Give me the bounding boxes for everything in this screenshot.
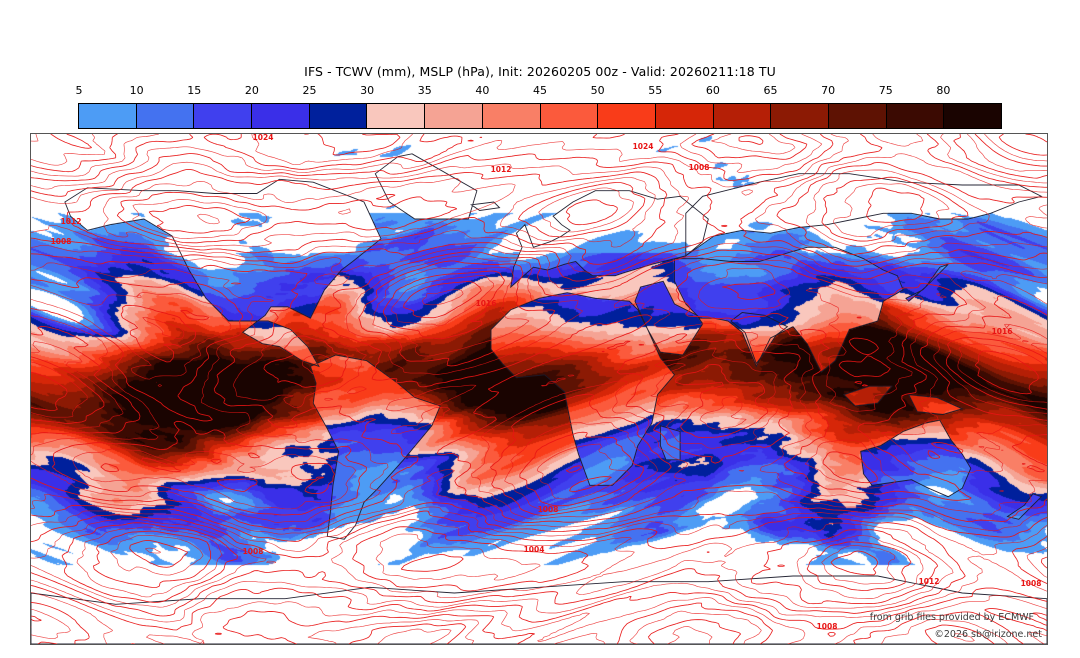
colorbar: 5 10 15 20 25 30 35 40 45 50 55 60 65 70 75 80 bbox=[75, 84, 1002, 129]
colorbar-cell bbox=[309, 104, 368, 128]
coastline-path bbox=[31, 153, 1047, 644]
contour-label: 1016 bbox=[476, 299, 497, 308]
colorbar-cell bbox=[425, 104, 483, 128]
colorbar-cell bbox=[771, 104, 829, 128]
contour-label: 1008 bbox=[538, 505, 559, 514]
colorbar-cell bbox=[598, 104, 656, 128]
mslp-isobar bbox=[31, 134, 1047, 644]
contour-label: 1012 bbox=[61, 217, 82, 226]
colorbar-cell bbox=[655, 104, 714, 128]
colorbar-cell bbox=[136, 104, 195, 128]
contour-label: 1008 bbox=[817, 622, 838, 631]
contour-label: 1016 bbox=[992, 327, 1013, 336]
colorbar-tick-label: 55 bbox=[648, 84, 663, 97]
mslp-isobar bbox=[129, 540, 879, 576]
colorbar-tick-label: 25 bbox=[302, 84, 317, 97]
colorbar-cell bbox=[79, 104, 137, 128]
colorbar-cell bbox=[194, 104, 253, 128]
colorbar-cell bbox=[886, 104, 945, 128]
colorbar-cell bbox=[828, 104, 887, 128]
mslp-isobar bbox=[92, 187, 925, 591]
mslp-isobar bbox=[403, 281, 612, 492]
mslp-isobar bbox=[31, 134, 1047, 644]
contour-label: 1008 bbox=[1021, 579, 1042, 588]
colorbar-tick-label: 70 bbox=[821, 84, 836, 97]
colorbar-tick-label: 10 bbox=[129, 84, 144, 97]
colorbar-tick-label: 40 bbox=[475, 84, 490, 97]
colorbar-swatches bbox=[78, 103, 1002, 129]
mslp-isobar bbox=[50, 134, 1047, 507]
colorbar-cell bbox=[367, 104, 426, 128]
mslp-isobar bbox=[31, 169, 1047, 609]
contour-label: 1024 bbox=[633, 142, 654, 151]
colorbar-tick-label: 30 bbox=[360, 84, 375, 97]
colorbar-tick-label: 20 bbox=[244, 84, 259, 97]
credit-source: from grib files provided by ECMWF bbox=[869, 612, 1034, 623]
contour-label: 1008 bbox=[243, 547, 264, 556]
colorbar-tick-label: 60 bbox=[705, 84, 720, 97]
colorbar-tick-labels: 5 10 15 20 25 30 35 40 45 50 55 60 65 70 75 80 bbox=[75, 84, 1002, 101]
colorbar-cell bbox=[540, 104, 599, 128]
map-panel[interactable]: 1024 1024 1008 1012 1008 1012 1016 1008 1004 1008… bbox=[30, 133, 1048, 645]
mslp-isobar bbox=[31, 134, 1047, 644]
mslp-isobar bbox=[76, 183, 950, 599]
credit-copyright: ©2026 sb@irizone.net bbox=[934, 629, 1042, 640]
mslp-isobar bbox=[31, 162, 1047, 617]
mslp-isobar bbox=[31, 134, 1047, 644]
colorbar-cell bbox=[713, 104, 772, 128]
page-title: IFS - TCWV (mm), MSLP (hPa), Init: 20260… bbox=[304, 64, 776, 79]
colorbar-cell bbox=[482, 104, 541, 128]
contour-label: 1024 bbox=[253, 134, 274, 142]
contour-label: 1004 bbox=[524, 545, 545, 554]
colorbar-tick-label: 35 bbox=[417, 84, 432, 97]
contour-label: 1008 bbox=[51, 237, 72, 246]
colorbar-tick-label: 5 bbox=[75, 84, 83, 97]
contour-label: 1012 bbox=[919, 577, 940, 586]
colorbar-tick-label: 65 bbox=[763, 84, 778, 97]
mslp-isobar bbox=[421, 289, 464, 306]
mslp-isobar bbox=[31, 134, 1047, 644]
mslp-isobar bbox=[31, 134, 1047, 623]
colorbar-cell bbox=[944, 104, 1001, 128]
mslp-contours-and-coastlines: 1024 1024 1008 1012 1008 1012 1016 1008 1004 1008… bbox=[31, 134, 1047, 644]
contour-label: 1008 bbox=[689, 163, 710, 172]
contour-label: 1012 bbox=[491, 165, 512, 174]
colorbar-tick-label: 80 bbox=[936, 84, 951, 97]
colorbar-tick-label: 50 bbox=[590, 84, 605, 97]
colorbar-tick-label: 45 bbox=[533, 84, 547, 97]
mslp-isobar bbox=[142, 275, 630, 500]
mslp-isobar bbox=[61, 176, 1047, 605]
mslp-isobar bbox=[110, 213, 896, 585]
colorbar-cell bbox=[252, 104, 310, 128]
mslp-isobar bbox=[145, 547, 161, 554]
colorbar-tick-label: 15 bbox=[187, 84, 202, 97]
colorbar-tick-label: 75 bbox=[878, 84, 893, 97]
mslp-isobar bbox=[31, 134, 1047, 644]
